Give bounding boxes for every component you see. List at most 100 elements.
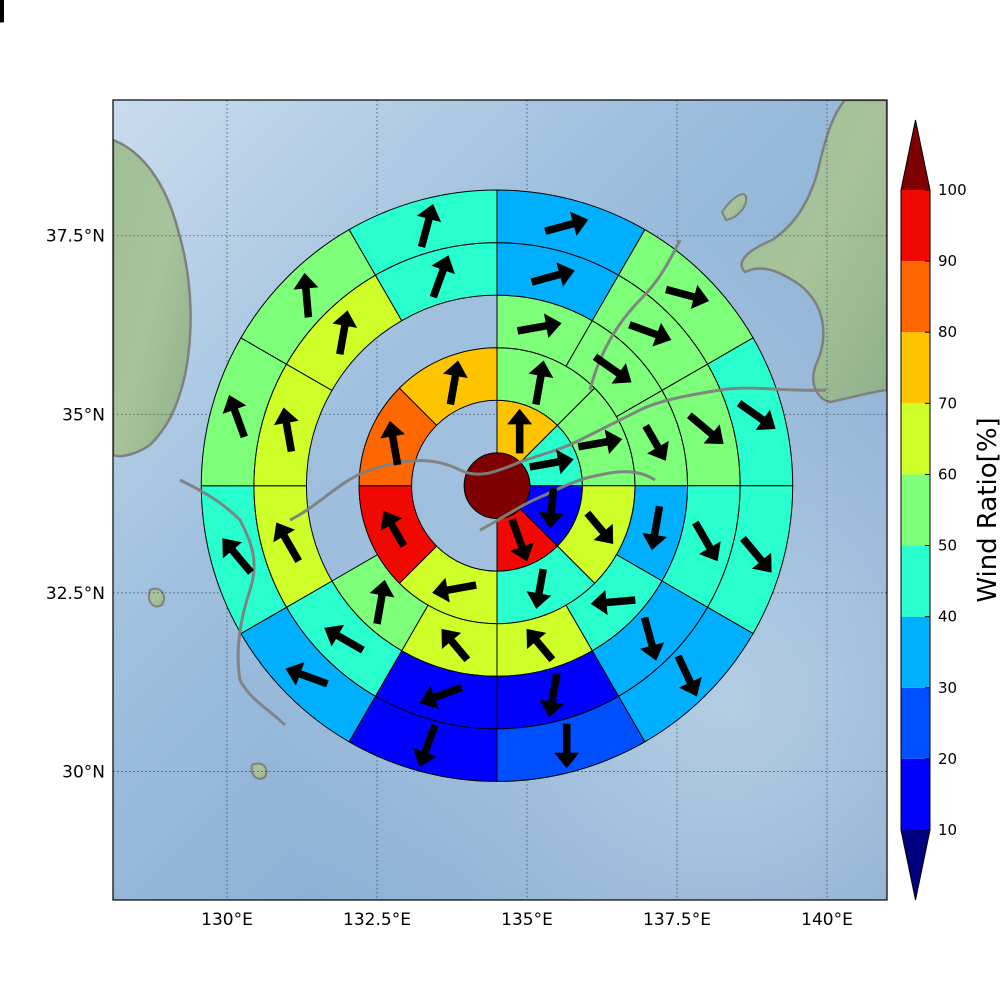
wind-arrow-ring4-11-shape [429, 255, 455, 299]
wind-arrow-ring2-2 [584, 510, 614, 544]
sector-rings [201, 190, 794, 782]
x-tick-label: 137.5°E [643, 910, 711, 930]
wind-arrow-ring5-8-shape [222, 538, 254, 575]
wind-arrow-ring5-6 [413, 723, 439, 768]
colorbar-over-triangle [901, 120, 930, 190]
wind-arrow-ring4-3-shape [692, 520, 721, 562]
wind-arrow-ring4-10-shape [332, 310, 358, 355]
wind-arrow-ring5-4 [674, 654, 702, 697]
colorbar-tick-label: 10 [938, 821, 957, 839]
colorbar-under-triangle [901, 830, 930, 900]
colorbar-tick-label: 100 [938, 181, 967, 199]
wind-arrow-ring1-3-shape [508, 518, 534, 562]
wind-arrow-ring2-4 [432, 577, 477, 603]
y-axis-ticks: 30°N 32.5°N 35°N 37.5°N [46, 227, 105, 783]
wind-arrow-ring5-9 [222, 394, 248, 439]
island-small [720, 193, 748, 222]
colorbar-tick-label: 20 [938, 750, 957, 768]
x-tick-label: 130°E [201, 910, 253, 930]
wind-arrow-ring5-1 [665, 284, 710, 310]
colorbar-tick-label: 90 [938, 252, 957, 270]
wind-arrow-ring1-2 [538, 488, 564, 529]
wind-arrow-ring4-4 [639, 616, 665, 661]
x-tick-label: 135°E [501, 910, 553, 930]
colorbar-label: Wind Ratio[%] [973, 417, 1000, 602]
wind-arrow-ring5-10 [293, 272, 319, 318]
wind-arrow-ring2-0 [528, 360, 554, 406]
wind-arrow-ring3-6 [441, 628, 471, 663]
wind-arrow-ring3-7 [369, 579, 395, 625]
wind-arrow-ring1-2-shape [538, 488, 564, 529]
wind-arrow-ring3-3-shape [642, 505, 667, 551]
wind-arrow-ring2-1-shape [577, 429, 623, 455]
wind-arrow-ring4-2 [687, 412, 724, 444]
wind-arrow-ring2-4-shape [432, 577, 477, 603]
colorbar-bin [901, 616, 930, 688]
x-axis-ticks: 130°E 132.5°E 135°E 137.5°E 140°E [201, 910, 853, 930]
wind-arrow-ring5-0 [544, 211, 589, 236]
wind-arrow-ring2-3 [526, 568, 552, 609]
wind-arrow-ring2-1 [577, 429, 623, 455]
wind-arrow-ring4-11 [429, 255, 455, 299]
wind-arrow-ring5-3-shape [740, 535, 772, 573]
wind-arrow-ring4-7-shape [324, 624, 365, 654]
wind-arrow-ring4-0 [530, 262, 575, 287]
korea-landmass [113, 138, 192, 458]
wind-arrow-ring4-4-shape [639, 616, 665, 661]
colorbar-bin [901, 190, 930, 262]
wind-arrow-ring2-7-shape [443, 360, 468, 406]
wind-arrow-ring3-4 [590, 589, 636, 615]
coastline-shikoku [479, 470, 656, 532]
colorbar-bin [901, 474, 930, 546]
japan-landmass [740, 100, 887, 404]
wind-arrow-ring4-2-shape [687, 412, 724, 444]
wind-arrow-ring4-9-shape [274, 407, 299, 453]
wind-arrow-ring5-10-shape [293, 272, 319, 318]
colorbar: 10 20 30 40 50 60 70 80 90 100 [900, 119, 967, 901]
sector-center [463, 452, 531, 520]
colorbar-tick-label: 70 [938, 394, 957, 412]
wind-arrow-ring5-8 [222, 538, 254, 575]
wind-arrow-ring4-7 [324, 624, 365, 654]
wind-arrow-ring5-11-shape [416, 203, 442, 248]
wind-arrow-ring5-2 [736, 400, 776, 431]
wind-arrow-ring5-11 [416, 203, 442, 248]
colorbar-tick-label: 40 [938, 608, 957, 626]
wind-arrow-ring1-1-shape [529, 449, 574, 475]
coastline-kyushu [179, 478, 287, 727]
y-tick-label: 35°N [62, 405, 105, 425]
colorbar-bin [901, 758, 930, 830]
colorbar-tick-label: 80 [938, 323, 957, 341]
y-tick-label: 32.5°N [46, 584, 105, 604]
wind-arrow-ring5-7-shape [285, 662, 329, 688]
wind-arrows [0, 0, 776, 769]
wind-arrow-ring1-1 [529, 449, 574, 475]
wind-arrow-ring4-5-shape [539, 672, 565, 718]
wind-arrow-ring4-10 [332, 310, 358, 355]
wind-arrow-ring2-0-shape [528, 360, 554, 406]
wind-arrow-ring1-0-shape [507, 408, 533, 454]
colorbar-bin [901, 403, 930, 475]
wind-arrow-ring5-6-shape [413, 723, 439, 768]
wind-arrow-ring3-3 [642, 505, 667, 551]
wind-arrow-ring3-2-shape [642, 423, 669, 461]
wind-arrow-ring2-3-shape [526, 568, 552, 609]
wind-arrow-ring4-1-shape [628, 321, 672, 347]
wind-arrow-ring1-3 [508, 518, 534, 562]
wind-arrow-ring6-11-shape [0, 0, 4, 23]
wind-arrow-ring4-9 [274, 407, 299, 453]
y-tick-label: 30°N [62, 762, 105, 782]
x-tick-label: 132.5°E [343, 910, 411, 930]
wind-arrow-ring4-5 [539, 672, 565, 718]
y-tick-label: 37.5°N [46, 227, 105, 247]
wind-arrow-ring2-5-shape [380, 510, 408, 548]
x-tick-label: 140°E [801, 910, 853, 930]
wind-arrow-ring2-2-shape [584, 510, 614, 544]
plot-frame [112, 99, 888, 901]
colorbar-bin [901, 687, 930, 759]
wind-arrow-ring4-3 [692, 520, 721, 562]
wind-arrow-ring4-0-shape [530, 262, 575, 287]
colorbar-bin [901, 261, 930, 333]
wind-arrow-ring5-2-shape [736, 400, 776, 431]
wind-arrow-ring3-0-shape [516, 313, 562, 339]
